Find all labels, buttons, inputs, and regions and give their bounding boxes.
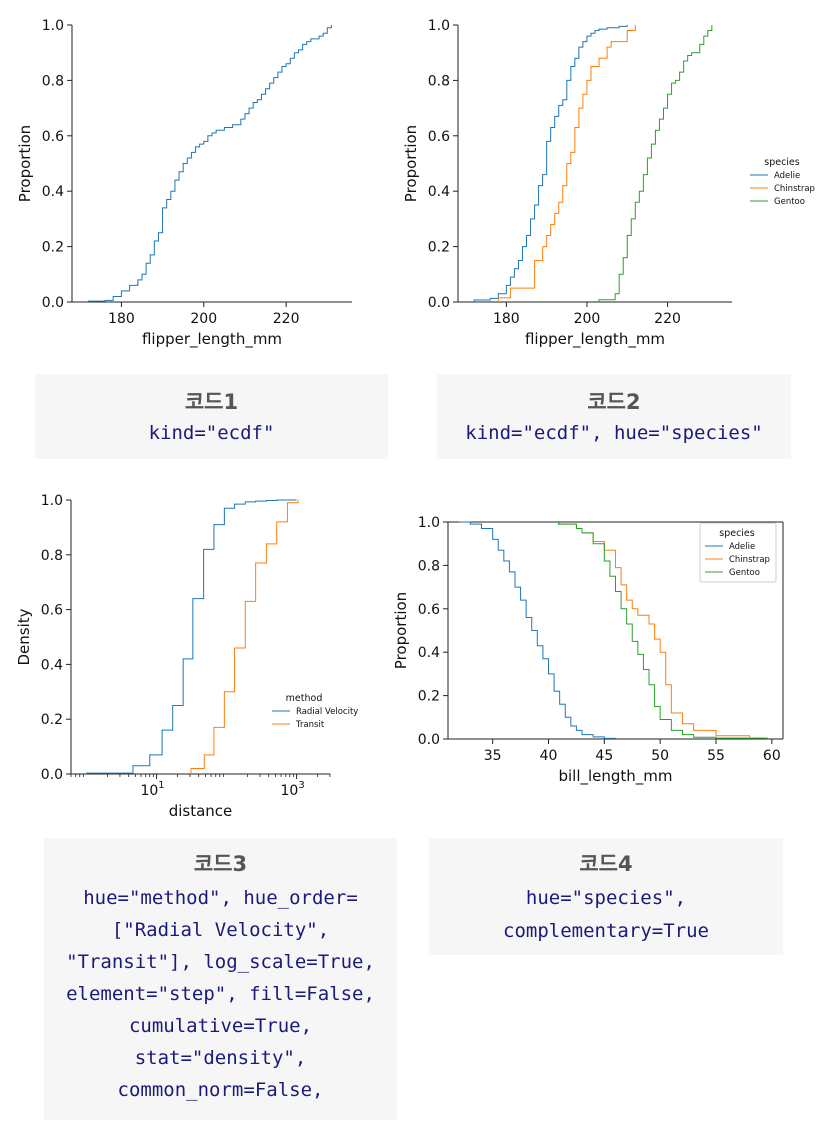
y-axis-label: Density [15, 608, 33, 665]
legend: species Adelie Chinstrap Gentoo [750, 157, 815, 207]
y-tick-label: 0.4 [418, 645, 440, 661]
x-tick-label: 40 [540, 748, 558, 764]
x-tick-label: 200 [190, 311, 217, 327]
legend-label: Adelie [729, 542, 755, 552]
legend-frame [699, 522, 777, 583]
code-box-title: 코드4 [579, 852, 633, 876]
x-tick-label: 45 [595, 748, 613, 764]
x-tick-label: 60 [763, 748, 781, 764]
code-line: cumulative=True, [128, 1015, 313, 1037]
code-line: kind="ecdf" [148, 422, 275, 444]
y-tick-label: 0.4 [428, 184, 450, 200]
x-axis-label: flipper_length_mm [142, 330, 282, 349]
legend-title: species [764, 157, 800, 168]
legend-label: Chinstrap [774, 184, 815, 194]
x-tick-label: 50 [651, 748, 669, 764]
code-box-4: 코드4 hue="species", complementary=True [429, 838, 783, 955]
code-line: complementary=True [503, 920, 709, 942]
x-axis-label: bill_length_mm [558, 767, 672, 786]
chart-ecdf-log-density: 0.0 0.2 0.4 0.6 0.8 1.0 101 103 distance Density m… [0, 480, 400, 830]
x-tick-label: 101 [140, 780, 164, 799]
legend-label: Radial Velocity [296, 707, 358, 717]
x-tick-exponent: 1 [158, 780, 164, 791]
series-line [87, 25, 332, 302]
series-line-gentoo [558, 522, 768, 739]
y-tick-label: 0.6 [41, 603, 63, 619]
y-tick-label: 0.4 [42, 184, 64, 200]
x-tick-label: 180 [493, 311, 520, 327]
code-box-title: 코드1 [184, 390, 239, 414]
legend-label: Gentoo [774, 197, 805, 207]
y-tick-label: 0.6 [42, 129, 64, 145]
chart-ecdf-complementary: 0.0 0.2 0.4 0.6 0.8 1.0 35 40 45 50 55 60 bill_lengt… [392, 480, 834, 830]
x-tick-label: 103 [280, 780, 304, 799]
y-tick-label: 0.6 [418, 602, 440, 618]
x-tick-label: 220 [654, 311, 681, 327]
y-tick-label: 0.2 [428, 240, 450, 256]
code-box-title: 코드2 [587, 390, 641, 414]
legend-title: method [286, 693, 323, 704]
x-tick-label: 180 [108, 311, 135, 327]
y-tick-label: 0.0 [418, 732, 440, 748]
code-line: common_norm=False, [117, 1079, 324, 1101]
x-axis-label: flipper_length_mm [525, 330, 665, 349]
legend: species Adelie Chinstrap Gentoo [699, 522, 777, 583]
series-line-radial-velocity [86, 499, 297, 774]
y-tick-label: 0.2 [42, 240, 64, 256]
series-line-adelie [459, 521, 616, 739]
code-line: hue="species", [525, 887, 687, 909]
series-line-adelie [473, 25, 628, 302]
code-box-title: 코드3 [193, 852, 248, 876]
y-tick-label: 0.0 [41, 767, 63, 783]
y-tick-label: 1.0 [418, 515, 440, 531]
code-box-2: 코드2 kind="ecdf", hue="species" [437, 374, 791, 459]
legend-label: Chinstrap [729, 555, 770, 565]
x-tick-label: 200 [574, 311, 601, 327]
legend-label: Gentoo [729, 568, 760, 578]
x-tick-label: 220 [273, 311, 300, 327]
y-tick-label: 0.2 [418, 689, 440, 705]
series-line-gentoo [598, 25, 713, 302]
code-box-3: 코드3 hue="method", hue_order= ["Radial Ve… [44, 838, 397, 1120]
legend-label: Transit [295, 720, 325, 730]
y-tick-label: 0.8 [42, 73, 64, 89]
y-axis-label: Proportion [402, 125, 420, 202]
x-tick-label: 55 [707, 748, 725, 764]
y-tick-label: 0.2 [41, 712, 63, 728]
y-tick-label: 1.0 [428, 18, 450, 34]
code-line: element="step", fill=False, [66, 983, 375, 1005]
series-line-chinstrap [497, 25, 636, 302]
code-line: stat="density", [134, 1047, 307, 1069]
legend: method Radial Velocity Transit [272, 693, 358, 730]
code-line: ["Radial Velocity", [111, 919, 330, 941]
y-tick-label: 0.8 [428, 73, 450, 89]
code-line: kind="ecdf", hue="species" [465, 422, 763, 444]
y-tick-label: 0.0 [428, 295, 450, 311]
y-tick-label: 1.0 [41, 493, 63, 509]
legend-label: Adelie [774, 171, 800, 181]
y-axis-label: Proportion [392, 592, 410, 669]
x-axis-label: distance [169, 802, 233, 820]
series-line-transit [190, 500, 299, 774]
x-tick-label: 35 [484, 748, 502, 764]
y-tick-label: 0.0 [42, 295, 64, 311]
code-line: hue="method", hue_order= [83, 887, 358, 909]
y-tick-label: 1.0 [42, 18, 64, 34]
x-tick-exponent: 3 [298, 780, 304, 791]
y-tick-label: 0.8 [41, 548, 63, 564]
y-tick-label: 0.8 [418, 558, 440, 574]
chart-ecdf: 0.0 0.2 0.4 0.6 0.8 1.0 180 200 220 flipper_lengt… [0, 0, 400, 360]
y-tick-label: 0.6 [428, 129, 450, 145]
chart-ecdf-hue-species: 0.0 0.2 0.4 0.6 0.8 1.0 180 200 220 flipper_lengt… [400, 0, 834, 360]
y-tick-label: 0.4 [41, 657, 63, 673]
legend-title: species [719, 528, 755, 539]
code-box-1: 코드1 kind="ecdf" [35, 374, 388, 459]
code-line: "Transit"], log_scale=True, [66, 951, 375, 973]
y-axis-label: Proportion [16, 125, 34, 202]
